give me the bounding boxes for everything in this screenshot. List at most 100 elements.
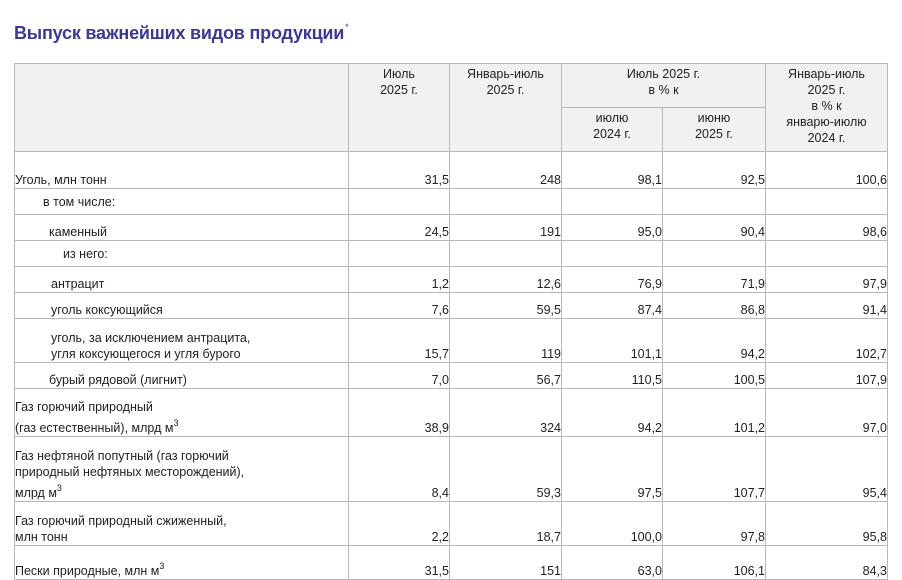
cell-empty — [449, 240, 562, 267]
table-row: уголь, за исключением антрацита, угля ко… — [14, 318, 888, 363]
cell-pct-prev-month: 86,8 — [662, 292, 766, 319]
header-month: Июль 2025 г. — [348, 63, 450, 152]
row-label-text: уголь, за исключением антрацита, угля ко… — [51, 331, 251, 361]
cell-pct-prev-month: 100,5 — [662, 362, 766, 389]
row-label: Газ горючий природный сжиженный, млн тон… — [14, 501, 349, 546]
cell-ytd-pct: 102,7 — [765, 318, 888, 363]
cell-ytd-pct: 84,3 — [765, 545, 888, 580]
page-title: Выпуск важнейших видов продукции* — [14, 22, 349, 44]
cell-pct-prev-month: 101,2 — [662, 388, 766, 437]
row-label-text: в том числе: — [43, 194, 116, 209]
cell-empty — [561, 240, 663, 267]
page-title-text: Выпуск важнейших видов продукции — [14, 23, 345, 43]
table-header: Июль 2025 г. Январь-июль 2025 г. Июль 20… — [14, 63, 888, 152]
cell-pct-prev-month: 106,1 — [662, 545, 766, 580]
cell-empty — [561, 188, 663, 215]
cell-month: 8,4 — [348, 436, 450, 502]
cell-ytd-pct: 100,6 — [765, 151, 888, 189]
cell-pct-prev-year: 95,0 — [561, 214, 663, 241]
table-row-subheading: в том числе: — [14, 188, 888, 215]
cell-ytd-pct: 95,4 — [765, 436, 888, 502]
cell-ytd: 191 — [449, 214, 562, 241]
row-label: в том числе: — [14, 188, 349, 215]
cell-empty — [348, 188, 450, 215]
row-label: каменный — [14, 214, 349, 241]
row-label-text: Пески природные, млн м — [15, 564, 160, 578]
row-label: Уголь, млн тонн — [14, 151, 349, 189]
row-label-text: Газ горючий природный сжиженный, млн тон… — [15, 514, 227, 544]
cell-pct-prev-year: 94,2 — [561, 388, 663, 437]
header-month-text: Июль 2025 г. — [380, 67, 418, 97]
cell-month: 2,2 — [348, 501, 450, 546]
table-row: бурый рядовой (лигнит) 7,0 56,7 110,5 10… — [14, 362, 888, 389]
cell-ytd-pct: 97,0 — [765, 388, 888, 437]
table-row: Уголь, млн тонн 31,5 248 98,1 92,5 100,6 — [14, 151, 888, 189]
header-month-pct-prev-year: июлю 2024 г. — [561, 107, 663, 152]
cell-ytd: 56,7 — [449, 362, 562, 389]
table-row: Газ горючий природный сжиженный, млн тон… — [14, 501, 888, 546]
header-ytd: Январь-июль 2025 г. — [449, 63, 562, 152]
cell-pct-prev-year: 98,1 — [561, 151, 663, 189]
cell-ytd-pct: 98,6 — [765, 214, 888, 241]
cell-ytd: 324 — [449, 388, 562, 437]
header-month-pct-text: Июль 2025 г. в % к — [626, 67, 701, 97]
row-label-text: уголь коксующийся — [51, 303, 163, 317]
row-label-text: из него: — [63, 246, 108, 261]
cell-month: 7,6 — [348, 292, 450, 319]
table-row: уголь коксующийся 7,6 59,5 87,4 86,8 91,… — [14, 292, 888, 319]
row-label: Пески природные, млн м3 — [14, 545, 349, 580]
cell-month: 31,5 — [348, 151, 450, 189]
table-row: антрацит 1,2 12,6 76,9 71,9 97,9 — [14, 266, 888, 293]
cell-empty — [348, 240, 450, 267]
row-label: антрацит — [14, 266, 349, 293]
table-row-subheading: из него: — [14, 240, 888, 267]
cell-ytd-pct: 107,9 — [765, 362, 888, 389]
header-month-pct-prev-month: июню 2025 г. — [662, 107, 766, 152]
header-ytd-text: Январь-июль 2025 г. — [467, 67, 544, 97]
cell-ytd-pct: 91,4 — [765, 292, 888, 319]
row-label-text: Газ горючий природный (газ естественный)… — [15, 400, 174, 435]
row-label: уголь, за исключением антрацита, угля ко… — [14, 318, 349, 363]
cell-pct-prev-month: 90,4 — [662, 214, 766, 241]
header-ytd-pct: Январь-июль 2025 г. в % к январю-июлю 20… — [765, 63, 888, 152]
row-label-text: бурый рядовой (лигнит) — [49, 373, 187, 387]
cell-ytd: 248 — [449, 151, 562, 189]
row-label-text: Газ нефтяной попутный (газ горючий приро… — [15, 449, 245, 500]
header-month-pct-prev-month-text: июню 2025 г. — [695, 111, 733, 141]
header-month-pct: Июль 2025 г. в % к — [561, 63, 766, 108]
cell-month: 31,5 — [348, 545, 450, 580]
cell-pct-prev-month: 94,2 — [662, 318, 766, 363]
cell-pct-prev-year: 101,1 — [561, 318, 663, 363]
row-label: Газ горючий природный (газ естественный)… — [14, 388, 349, 437]
cell-month: 15,7 — [348, 318, 450, 363]
cell-empty — [765, 240, 888, 267]
unit-superscript: 3 — [159, 561, 165, 571]
production-table: Июль 2025 г. Январь-июль 2025 г. Июль 20… — [14, 63, 888, 580]
cell-pct-prev-month: 107,7 — [662, 436, 766, 502]
cell-month: 24,5 — [348, 214, 450, 241]
unit-superscript: 3 — [56, 483, 62, 493]
header-label-column — [14, 63, 349, 152]
cell-month: 7,0 — [348, 362, 450, 389]
cell-pct-prev-year: 87,4 — [561, 292, 663, 319]
cell-ytd: 18,7 — [449, 501, 562, 546]
cell-pct-prev-year: 100,0 — [561, 501, 663, 546]
cell-ytd: 59,3 — [449, 436, 562, 502]
table-row: Газ горючий природный (газ естественный)… — [14, 388, 888, 437]
cell-pct-prev-year: 110,5 — [561, 362, 663, 389]
cell-pct-prev-month: 97,8 — [662, 501, 766, 546]
cell-pct-prev-month: 92,5 — [662, 151, 766, 189]
cell-month: 1,2 — [348, 266, 450, 293]
cell-ytd: 12,6 — [449, 266, 562, 293]
cell-ytd: 151 — [449, 545, 562, 580]
table-body: Уголь, млн тонн 31,5 248 98,1 92,5 100,6… — [14, 151, 888, 580]
cell-empty — [765, 188, 888, 215]
cell-pct-prev-month: 71,9 — [662, 266, 766, 293]
cell-ytd: 59,5 — [449, 292, 562, 319]
row-label-text: Уголь, млн тонн — [15, 173, 107, 187]
header-month-pct-prev-year-text: июлю 2024 г. — [593, 111, 631, 141]
row-label-text: антрацит — [51, 277, 105, 291]
unit-superscript: 3 — [173, 418, 179, 428]
cell-pct-prev-year: 63,0 — [561, 545, 663, 580]
cell-ytd-pct: 95,8 — [765, 501, 888, 546]
